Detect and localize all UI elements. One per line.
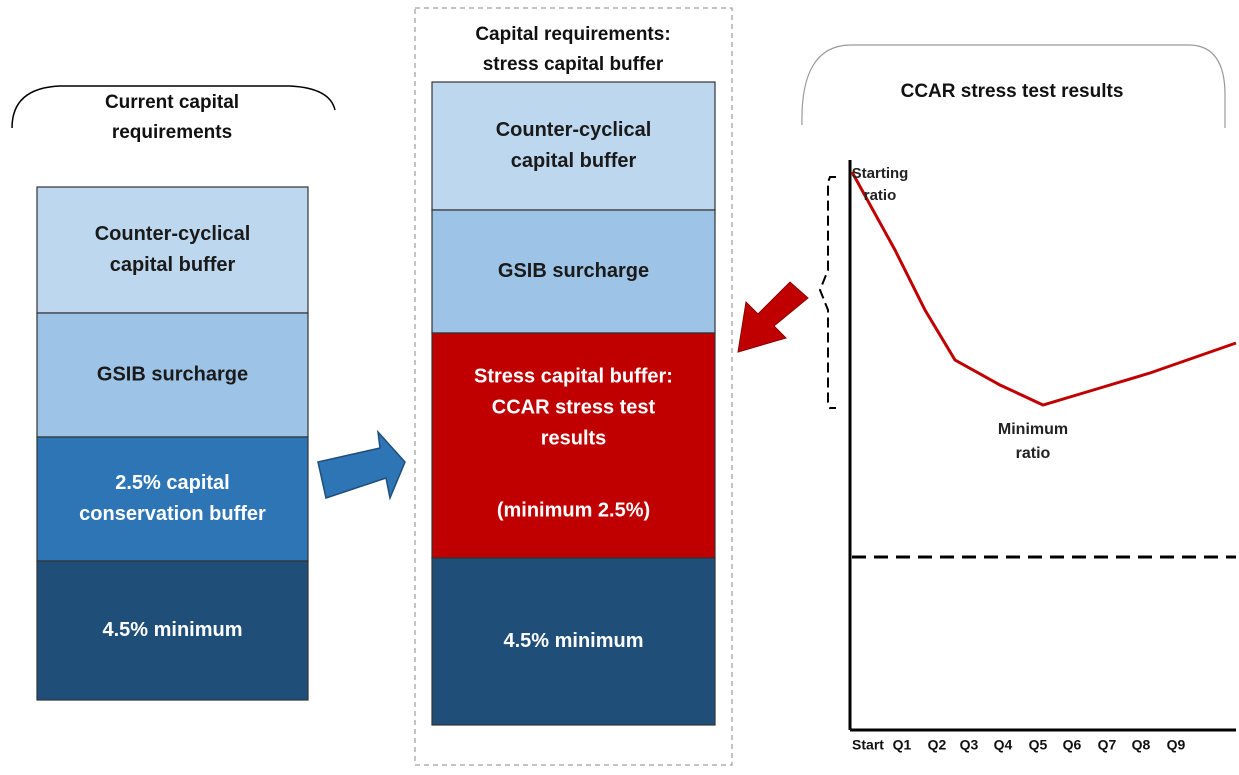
column-title: Capital requirements: <box>475 24 670 45</box>
x-label: Q2 <box>928 737 947 753</box>
block-label: capital buffer <box>511 150 637 172</box>
column-title: stress capital buffer <box>483 54 664 75</box>
capital-block <box>36 312 309 438</box>
title-frame <box>801 44 1226 128</box>
annotation: ratio <box>1016 445 1051 462</box>
capital-block <box>431 81 716 211</box>
x-label: Q5 <box>1029 737 1048 753</box>
column-title: Current capital <box>105 92 239 113</box>
block-label: GSIB surcharge <box>97 363 248 385</box>
block-label: GSIB surcharge <box>498 260 649 282</box>
x-label: Q8 <box>1132 737 1151 753</box>
block-label: Counter-cyclical <box>95 223 251 245</box>
block-note: (minimum 2.5%) <box>497 499 650 521</box>
capital-block <box>431 557 716 726</box>
block-label: conservation buffer <box>79 503 266 525</box>
x-label: Q9 <box>1167 737 1186 753</box>
x-label: Q6 <box>1063 737 1082 753</box>
block-label: 4.5% minimum <box>102 619 242 641</box>
annotation: ratio <box>864 187 897 204</box>
capital-block <box>36 186 309 314</box>
title-frame <box>11 85 336 129</box>
x-label: Start <box>852 737 884 753</box>
dashed-frame <box>414 7 733 766</box>
block-label: 4.5% minimum <box>503 630 643 652</box>
chart-title: CCAR stress test results <box>901 81 1124 102</box>
annotation: Starting <box>852 165 909 182</box>
x-label: Q3 <box>960 737 979 753</box>
annotation: Minimum <box>998 421 1068 438</box>
block-label: Counter-cyclical <box>496 119 652 141</box>
column-title: requirements <box>112 122 232 143</box>
arrow <box>737 281 809 353</box>
block-label: capital buffer <box>110 254 236 276</box>
arrow <box>317 429 406 501</box>
block-label: 2.5% capital <box>115 472 230 494</box>
capital-block <box>36 560 309 701</box>
bracket <box>818 176 836 409</box>
x-label: Q4 <box>994 737 1013 753</box>
block-label: results <box>541 427 607 449</box>
block-label: Stress capital buffer: <box>474 365 673 387</box>
ratio-line <box>850 171 1237 407</box>
x-label: Q1 <box>893 737 912 753</box>
capital-block <box>36 436 309 562</box>
x-label: Q7 <box>1098 737 1117 753</box>
block-label: CCAR stress test <box>492 396 656 418</box>
